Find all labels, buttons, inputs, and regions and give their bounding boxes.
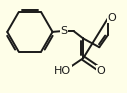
- Text: S: S: [61, 26, 68, 36]
- Text: O: O: [97, 66, 105, 76]
- Text: HO: HO: [54, 66, 71, 76]
- Text: O: O: [108, 13, 116, 23]
